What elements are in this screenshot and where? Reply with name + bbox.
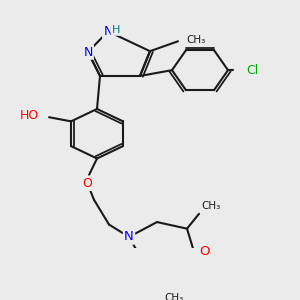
Text: N: N [124, 230, 134, 243]
Text: CH₃: CH₃ [186, 34, 205, 45]
Text: O: O [199, 245, 209, 258]
Text: HO: HO [20, 109, 39, 122]
Text: N: N [103, 25, 113, 38]
Text: O: O [82, 177, 92, 190]
Text: H: H [112, 25, 120, 35]
Text: CH₃: CH₃ [164, 293, 184, 300]
Text: Cl: Cl [246, 64, 258, 77]
Text: N: N [83, 46, 93, 59]
Text: CH₃: CH₃ [201, 200, 220, 211]
